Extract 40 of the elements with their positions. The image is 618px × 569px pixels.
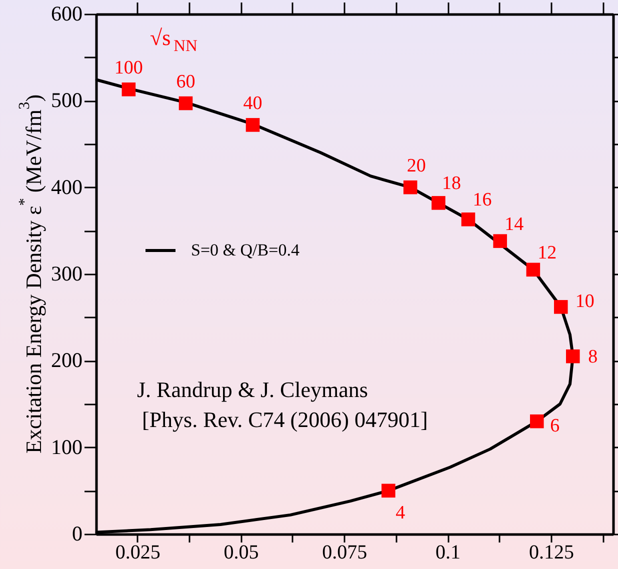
point	[403, 180, 418, 194]
point	[122, 82, 136, 96]
y-axis-title: Excitation Energy Density ε* (MeV/fm3)	[16, 94, 46, 454]
annotation: J. Randrup & J. Cleymans	[137, 377, 368, 402]
x-tick-label: 0.125	[528, 542, 574, 564]
annotation: [Phys. Rev. C74 (2006) 047901]	[142, 407, 428, 432]
y-tick-label: 400	[51, 174, 82, 199]
point	[554, 300, 568, 314]
y-tick-label: 100	[51, 434, 82, 459]
y-tick-label: 200	[51, 348, 82, 372]
point	[493, 234, 507, 248]
annotation: 10	[575, 290, 594, 312]
y-tick-label: 600	[51, 2, 82, 26]
x-tick-label: 0.05	[224, 542, 259, 564]
y-tick-label: 500	[51, 88, 82, 112]
annotation: 4	[396, 502, 406, 524]
point	[530, 414, 544, 428]
annotation: 18	[442, 172, 461, 194]
y-tick-label: 0	[72, 522, 82, 546]
point	[246, 118, 260, 132]
annotation: 12	[538, 242, 557, 264]
point	[432, 196, 446, 210]
point	[382, 484, 396, 498]
point	[526, 262, 540, 277]
y-tick-label: 300	[51, 262, 82, 286]
x-tick-label: 0.025	[115, 542, 160, 564]
annotation: 6	[550, 415, 560, 436]
annotation: 16	[472, 189, 492, 210]
annotation: 20	[406, 155, 426, 176]
annotation: 8	[588, 346, 598, 368]
point	[566, 349, 580, 364]
annotation: 60	[176, 71, 196, 92]
annotation: 14	[504, 214, 524, 236]
annotation: 100	[114, 57, 143, 78]
x-tick-label: 0.1	[436, 542, 461, 564]
x-tick-label: 0.075	[322, 542, 368, 564]
legend-label: S=0 & Q/B=0.4	[191, 240, 300, 260]
point	[461, 212, 476, 226]
annotation: 40	[243, 92, 262, 114]
point	[178, 96, 193, 110]
